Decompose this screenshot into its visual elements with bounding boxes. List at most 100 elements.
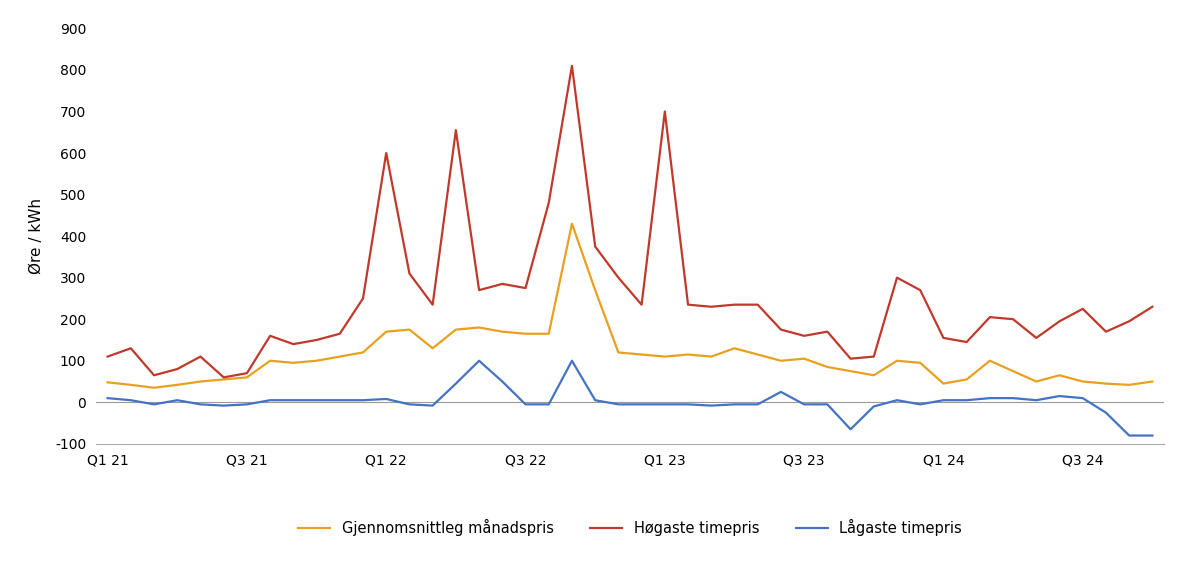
Lågaste timepris <box>1122 432 1136 439</box>
Høgaste timepris <box>518 284 533 291</box>
Lågaste timepris <box>797 401 811 408</box>
Høgaste timepris <box>611 274 625 281</box>
Gjennomsnittleg månadspris <box>936 380 950 387</box>
Lågaste timepris <box>936 397 950 403</box>
Gjennomsnittleg månadspris <box>658 353 672 360</box>
Lågaste timepris <box>426 402 440 409</box>
Gjennomsnittleg månadspris <box>124 381 138 388</box>
Lågaste timepris <box>332 397 347 403</box>
Gjennomsnittleg månadspris <box>216 376 230 383</box>
Gjennomsnittleg månadspris <box>704 353 719 360</box>
Gjennomsnittleg månadspris <box>286 360 300 366</box>
Gjennomsnittleg månadspris <box>1145 378 1159 385</box>
Høgaste timepris <box>866 353 881 360</box>
Lågaste timepris <box>588 397 602 403</box>
Lågaste timepris <box>750 401 764 408</box>
Lågaste timepris <box>913 401 928 408</box>
Gjennomsnittleg månadspris <box>797 355 811 362</box>
Høgaste timepris <box>889 274 905 281</box>
Høgaste timepris <box>960 339 974 345</box>
Line: Gjennomsnittleg månadspris: Gjennomsnittleg månadspris <box>108 224 1152 387</box>
Høgaste timepris <box>1099 328 1114 335</box>
Høgaste timepris <box>332 331 347 337</box>
Lågaste timepris <box>1145 432 1159 439</box>
Høgaste timepris <box>1122 318 1136 325</box>
Gjennomsnittleg månadspris <box>379 328 394 335</box>
Lågaste timepris <box>541 401 556 408</box>
Lågaste timepris <box>146 401 161 408</box>
Lågaste timepris <box>101 395 115 402</box>
Gjennomsnittleg månadspris <box>402 326 416 333</box>
Lågaste timepris <box>866 403 881 410</box>
Høgaste timepris <box>263 332 277 339</box>
Legend: Gjennomsnittleg månadspris, Høgaste timepris, Lågaste timepris: Gjennomsnittleg månadspris, Høgaste time… <box>292 513 968 542</box>
Høgaste timepris <box>983 314 997 320</box>
Høgaste timepris <box>680 301 695 308</box>
Gjennomsnittleg månadspris <box>426 345 440 352</box>
Lågaste timepris <box>1006 395 1020 402</box>
Høgaste timepris <box>402 270 416 277</box>
Lågaste timepris <box>704 402 719 409</box>
Gjennomsnittleg månadspris <box>889 357 905 364</box>
Høgaste timepris <box>193 353 208 360</box>
Lågaste timepris <box>449 380 463 387</box>
Høgaste timepris <box>774 326 788 333</box>
Lågaste timepris <box>286 397 300 403</box>
Høgaste timepris <box>472 287 486 294</box>
Høgaste timepris <box>1052 318 1067 325</box>
Lågaste timepris <box>611 401 625 408</box>
Høgaste timepris <box>170 366 185 373</box>
Høgaste timepris <box>426 301 440 308</box>
Gjennomsnittleg månadspris <box>240 374 254 381</box>
Høgaste timepris <box>844 355 858 362</box>
Høgaste timepris <box>216 374 230 381</box>
Lågaste timepris <box>240 401 254 408</box>
Gjennomsnittleg månadspris <box>727 345 742 352</box>
Line: Høgaste timepris: Høgaste timepris <box>108 66 1152 377</box>
Gjennomsnittleg månadspris <box>635 351 649 358</box>
Line: Lågaste timepris: Lågaste timepris <box>108 361 1152 435</box>
Høgaste timepris <box>101 353 115 360</box>
Gjennomsnittleg månadspris <box>101 379 115 386</box>
Lågaste timepris <box>820 401 834 408</box>
Lågaste timepris <box>680 401 695 408</box>
Høgaste timepris <box>797 332 811 339</box>
Gjennomsnittleg månadspris <box>844 368 858 374</box>
Lågaste timepris <box>1075 395 1090 402</box>
Lågaste timepris <box>356 397 371 403</box>
Lågaste timepris <box>727 401 742 408</box>
Lågaste timepris <box>960 397 974 403</box>
Lågaste timepris <box>472 357 486 364</box>
Høgaste timepris <box>913 287 928 294</box>
Høgaste timepris <box>635 301 649 308</box>
Lågaste timepris <box>216 402 230 409</box>
Gjennomsnittleg månadspris <box>1122 381 1136 388</box>
Høgaste timepris <box>1145 303 1159 310</box>
Lågaste timepris <box>658 401 672 408</box>
Gjennomsnittleg månadspris <box>449 326 463 333</box>
Høgaste timepris <box>240 370 254 377</box>
Gjennomsnittleg månadspris <box>588 287 602 294</box>
Lågaste timepris <box>170 397 185 403</box>
Gjennomsnittleg månadspris <box>472 324 486 331</box>
Høgaste timepris <box>658 108 672 115</box>
Gjennomsnittleg månadspris <box>774 357 788 364</box>
Høgaste timepris <box>1075 306 1090 312</box>
Gjennomsnittleg månadspris <box>332 353 347 360</box>
Lågaste timepris <box>263 397 277 403</box>
Høgaste timepris <box>286 341 300 348</box>
Høgaste timepris <box>1006 316 1020 323</box>
Lågaste timepris <box>635 401 649 408</box>
Gjennomsnittleg månadspris <box>820 364 834 370</box>
Gjennomsnittleg månadspris <box>983 357 997 364</box>
Gjennomsnittleg månadspris <box>1075 378 1090 385</box>
Gjennomsnittleg månadspris <box>1099 380 1114 387</box>
Gjennomsnittleg månadspris <box>146 384 161 391</box>
Høgaste timepris <box>820 328 834 335</box>
Gjennomsnittleg månadspris <box>960 376 974 383</box>
Lågaste timepris <box>1099 409 1114 416</box>
Høgaste timepris <box>449 127 463 134</box>
Gjennomsnittleg månadspris <box>310 357 324 364</box>
Lågaste timepris <box>496 378 510 385</box>
Gjennomsnittleg månadspris <box>1006 368 1020 374</box>
